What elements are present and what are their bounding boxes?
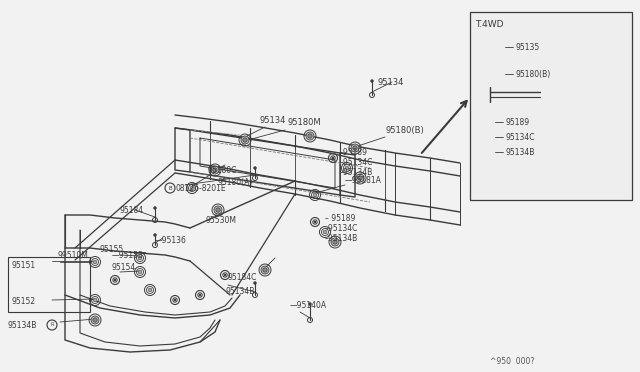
Circle shape xyxy=(323,230,327,234)
Text: 95180C: 95180C xyxy=(208,166,237,174)
Text: 99510M: 99510M xyxy=(57,250,88,260)
Circle shape xyxy=(93,298,97,302)
Text: 95134: 95134 xyxy=(378,77,404,87)
Text: 95155: 95155 xyxy=(100,246,124,254)
Circle shape xyxy=(351,144,359,152)
Circle shape xyxy=(254,167,256,169)
Text: —95153: —95153 xyxy=(112,250,144,260)
Circle shape xyxy=(345,166,349,170)
Circle shape xyxy=(114,279,116,281)
Circle shape xyxy=(263,268,268,272)
Text: 95180(B): 95180(B) xyxy=(515,70,550,78)
Circle shape xyxy=(214,206,222,214)
Text: 95154: 95154 xyxy=(112,263,136,273)
Circle shape xyxy=(190,186,194,190)
Circle shape xyxy=(313,193,317,197)
Text: 95152: 95152 xyxy=(12,298,36,307)
Circle shape xyxy=(154,207,156,209)
Circle shape xyxy=(353,146,357,150)
Text: –95189: –95189 xyxy=(340,148,368,157)
Circle shape xyxy=(358,176,362,180)
Circle shape xyxy=(486,148,494,156)
Text: 95180(B): 95180(B) xyxy=(385,125,424,135)
Circle shape xyxy=(93,318,97,322)
Circle shape xyxy=(356,174,364,182)
Text: –95134C: –95134C xyxy=(340,157,373,167)
Circle shape xyxy=(261,266,269,274)
Circle shape xyxy=(212,168,217,172)
Text: 95134B: 95134B xyxy=(8,321,37,330)
Circle shape xyxy=(199,294,201,296)
Circle shape xyxy=(308,134,312,138)
Circle shape xyxy=(332,157,334,159)
Text: 95530M: 95530M xyxy=(205,215,236,224)
Text: –95134C: –95134C xyxy=(325,224,358,232)
Text: 95134B: 95134B xyxy=(505,148,534,157)
Text: –95134B: –95134B xyxy=(325,234,358,243)
Circle shape xyxy=(499,70,507,78)
Circle shape xyxy=(243,138,247,142)
Circle shape xyxy=(148,288,152,292)
Circle shape xyxy=(502,36,504,38)
Circle shape xyxy=(211,166,219,174)
Circle shape xyxy=(306,132,314,140)
Text: B: B xyxy=(168,186,172,190)
Circle shape xyxy=(216,208,220,212)
Circle shape xyxy=(314,221,316,223)
Text: 08126-8201E: 08126-8201E xyxy=(176,183,227,192)
Text: 95184C: 95184C xyxy=(228,273,257,282)
Circle shape xyxy=(154,234,156,236)
Text: –95134B: –95134B xyxy=(340,167,373,176)
Text: R: R xyxy=(51,323,54,327)
Text: – 95189: – 95189 xyxy=(325,214,355,222)
Circle shape xyxy=(138,270,142,274)
Text: ^950  000?: ^950 000? xyxy=(490,357,534,366)
Text: —95181A: —95181A xyxy=(345,176,382,185)
Circle shape xyxy=(501,72,505,76)
Circle shape xyxy=(91,316,99,324)
Text: 95184: 95184 xyxy=(120,205,144,215)
Bar xyxy=(470,12,632,200)
Circle shape xyxy=(254,282,256,284)
Text: —95136: —95136 xyxy=(155,235,187,244)
Circle shape xyxy=(488,150,492,154)
Circle shape xyxy=(174,299,176,301)
Text: 95134B: 95134B xyxy=(225,288,254,296)
Circle shape xyxy=(488,135,492,139)
Text: 95151: 95151 xyxy=(12,260,36,269)
Circle shape xyxy=(309,303,311,305)
Circle shape xyxy=(241,136,249,144)
Circle shape xyxy=(224,274,226,276)
Circle shape xyxy=(333,240,337,244)
Text: 95180(A): 95180(A) xyxy=(218,177,253,186)
Circle shape xyxy=(371,80,373,82)
Circle shape xyxy=(331,238,339,246)
Text: 95134: 95134 xyxy=(260,115,286,125)
Text: 95134C: 95134C xyxy=(505,132,534,141)
Bar xyxy=(8,257,90,312)
Circle shape xyxy=(489,121,491,123)
Text: 95180M: 95180M xyxy=(288,118,322,126)
Text: —95140A: —95140A xyxy=(290,301,327,310)
Text: 95189: 95189 xyxy=(505,118,529,126)
Circle shape xyxy=(138,256,142,260)
Text: T.4WD: T.4WD xyxy=(475,19,504,29)
Text: 95135: 95135 xyxy=(515,42,540,51)
Circle shape xyxy=(93,260,97,264)
